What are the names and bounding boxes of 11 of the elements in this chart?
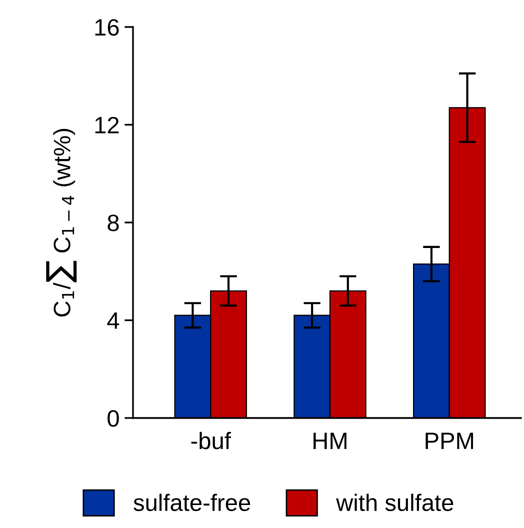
y-axis-title: C$_{1}$/∑ C$_{1−4}$ (wt%) <box>46 128 77 316</box>
y-tick-label: 8 <box>108 214 119 232</box>
y-tick-label: 16 <box>95 19 119 36</box>
legend-label: with sulfate <box>336 494 454 512</box>
y-tick-label: 12 <box>95 116 119 134</box>
x-tick-label: -buf <box>191 432 231 450</box>
x-tick-label: HM <box>314 432 346 449</box>
y-tick-label: 0 <box>108 410 119 427</box>
y-tick-label: 4 <box>107 312 120 329</box>
x-tick-label: PPM <box>426 432 474 449</box>
legend-label: sulfate-free <box>134 494 250 512</box>
